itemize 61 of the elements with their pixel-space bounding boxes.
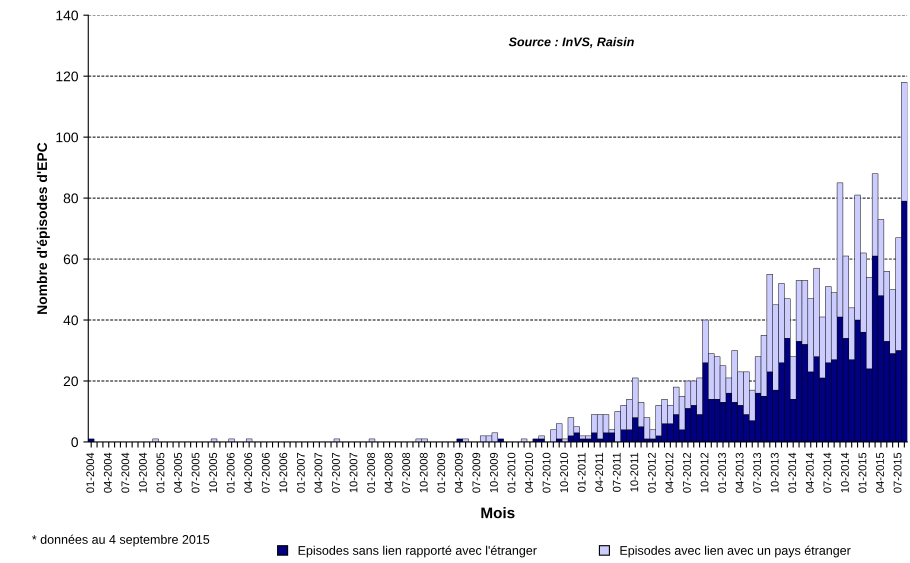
text: * données au 4 septembre 2015 xyxy=(32,534,210,546)
x-tick-label: 01-2013 xyxy=(718,452,726,493)
y-tick-label: 100 xyxy=(56,132,78,142)
y-axis-title: Nombre d'épisodes d'EPC xyxy=(36,142,50,314)
x-tick-label: 04-2013 xyxy=(736,452,744,493)
x-tick-label: 07-2005 xyxy=(192,452,200,493)
legend-label: Episodes avec lien avec un pays étranger xyxy=(620,546,851,558)
x-tick-label: 04-2015 xyxy=(876,452,884,493)
x-tick-label: 07-2012 xyxy=(683,452,691,493)
x-tick-label: 01-2009 xyxy=(437,452,446,493)
x-tick-label: 10-2008 xyxy=(420,452,428,492)
x-tick-label: 07-2013 xyxy=(753,452,762,493)
x-tick-label: 07-2006 xyxy=(262,452,270,493)
x-tick-label: 07-2007 xyxy=(332,452,340,493)
y-tick-label: 60 xyxy=(64,254,78,264)
y-tick-label: 40 xyxy=(63,315,78,326)
x-tick-label: 07-2014 xyxy=(823,452,832,493)
x-tick-label: 07-2009 xyxy=(472,452,480,493)
x-tick-label: 01-2005 xyxy=(156,452,164,493)
y-tick-label: 0 xyxy=(71,437,78,448)
x-tick-label: 01-2004 xyxy=(86,452,94,493)
y-tick-label: 140 xyxy=(56,10,78,20)
x-tick-label: 10-2007 xyxy=(350,452,358,492)
x-tick-label: 07-2010 xyxy=(542,452,550,493)
x-tick-label: 01-2006 xyxy=(226,452,235,493)
x-tick-label: 04-2014 xyxy=(806,452,814,493)
x-tick-label: 07-2008 xyxy=(402,452,410,493)
x-tick-label: 01-2007 xyxy=(296,452,305,493)
x-tick-label: 04-2012 xyxy=(665,452,674,493)
annotation: Source : InVS, Raisin xyxy=(508,37,634,48)
x-tick-label: 10-2009 xyxy=(490,452,498,492)
x-tick-label: 04-2007 xyxy=(314,452,322,493)
x-tick-label: 04-2005 xyxy=(174,452,182,493)
x-tick-label: 07-2011 xyxy=(612,452,621,492)
x-tick-label: 07-2015 xyxy=(894,452,902,493)
x-tick-label: 10-2011 xyxy=(630,452,638,492)
x-axis-title: Mois xyxy=(481,507,515,518)
x-tick-label: 04-2011 xyxy=(595,452,604,492)
x-tick-label: 10-2014 xyxy=(840,452,849,492)
x-tick-label: 10-2013 xyxy=(770,452,779,492)
x-tick-label: 04-2008 xyxy=(384,452,393,493)
x-tick-label: 10-2005 xyxy=(209,452,218,492)
x-tick-label: 10-2012 xyxy=(700,452,708,492)
y-tick-label: 80 xyxy=(64,193,78,204)
x-tick-label: 01-2008 xyxy=(367,452,375,493)
x-tick-label: 01-2012 xyxy=(648,452,656,493)
x-tick-label: 04-2006 xyxy=(244,452,252,493)
x-tick-label: 04-2010 xyxy=(525,452,533,493)
y-tick-label: 20 xyxy=(64,376,78,386)
x-tick-label: 07-2004 xyxy=(121,452,130,493)
x-tick-label: 10-2006 xyxy=(279,452,288,492)
x-tick-label: 01-2010 xyxy=(508,452,516,493)
x-tick-label: 10-2004 xyxy=(138,452,147,492)
x-tick-label: 04-2004 xyxy=(104,452,112,493)
x-tick-label: 10-2010 xyxy=(560,452,568,492)
legend-label: Episodes sans lien rapporté avec l'étranger xyxy=(298,546,537,558)
x-tick-label: 01-2011 xyxy=(578,452,586,492)
x-tick-label: 01-2015 xyxy=(858,452,866,493)
x-tick-label: 04-2009 xyxy=(454,452,463,493)
x-tick-label: 01-2014 xyxy=(788,452,796,493)
y-tick-label: 120 xyxy=(56,72,78,82)
